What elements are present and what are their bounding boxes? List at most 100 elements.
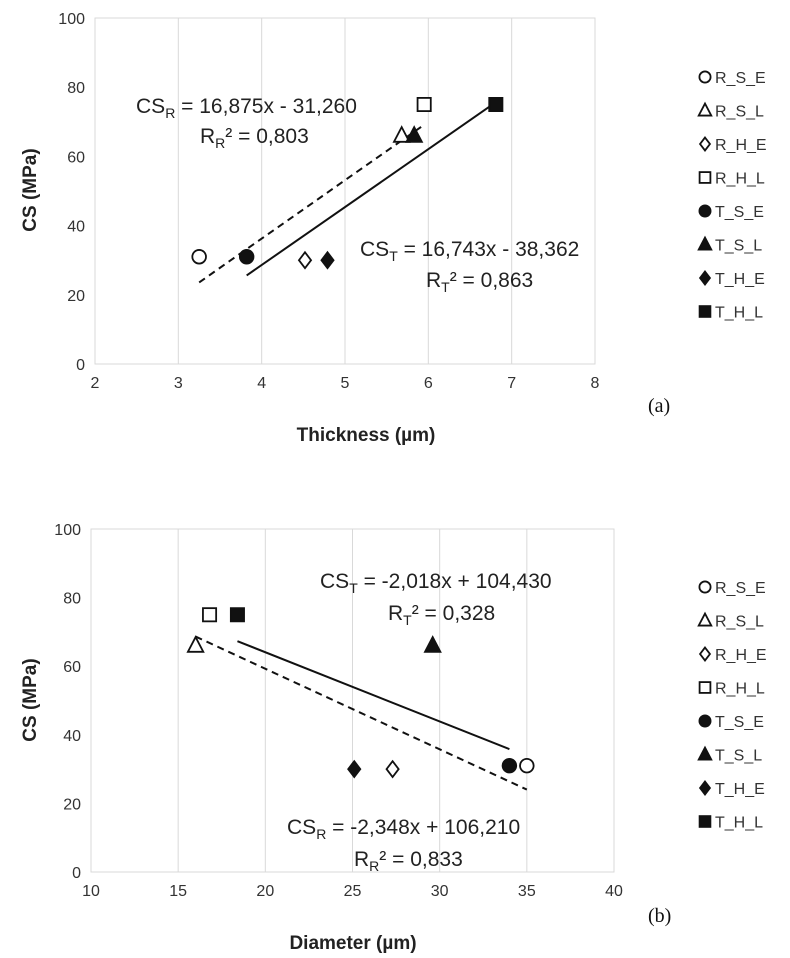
legend-label: R_H_L (715, 681, 765, 698)
data-point-r_s_e (191, 249, 207, 265)
legend-label: R_S_E (715, 70, 766, 87)
eq-rest: = -2,018x + 104,430 (358, 570, 552, 593)
y-tick-label: 100 (54, 522, 81, 539)
eq-rest: = 16,743x - 38,362 (398, 238, 580, 261)
legend-marker-t_h_e (698, 780, 712, 796)
x-tick-label: 25 (344, 883, 362, 900)
legend-label: R_H_L (715, 171, 765, 188)
data-point-t_s_l (404, 125, 424, 143)
eq-main: CS (320, 570, 349, 593)
x-tick-label: 2 (91, 375, 100, 392)
eq-subscript: R (369, 858, 379, 874)
legend: R_S_E R_S_L R_H_E R_H_L T_S_E T_S_L T_H_E T_H_L (697, 580, 767, 832)
y-tick-label: 80 (67, 80, 85, 97)
y-tick-label: 0 (76, 357, 85, 374)
eq-rest: = -2,348x + 106,210 (326, 816, 520, 839)
equation-line-line1: CST = -2,018x + 104,430 (320, 570, 552, 596)
x-tick-label: 8 (591, 375, 600, 392)
eq-subscript: R (316, 826, 326, 842)
eq-subscript: T (441, 279, 450, 295)
y-tick-label: 100 (58, 11, 85, 28)
legend-marker-t_s_l (697, 745, 713, 761)
x-axis-title: Diameter (µm) (289, 933, 416, 954)
equation-line-line2: RT² = 0,328 (388, 602, 495, 628)
legend-marker-t_h_e (698, 270, 712, 286)
equation-line-line1: CSR = 16,875x - 31,260 (136, 95, 357, 121)
x-tick-label: 5 (341, 375, 350, 392)
eq-main: R (200, 125, 215, 148)
equation-line-line2: RR² = 0,803 (200, 125, 309, 151)
eq-rest: ² = 0,863 (450, 269, 533, 292)
legend-label: T_H_L (715, 815, 763, 832)
x-tick-label: 10 (82, 883, 100, 900)
legend-label: T_S_L (715, 238, 762, 255)
legend-label: T_S_L (715, 748, 762, 765)
legend-marker-t_h_l (698, 815, 712, 828)
legend-label: T_H_L (715, 305, 763, 322)
eq-subscript: R (165, 105, 175, 121)
y-tick-label: 40 (63, 728, 81, 745)
data-point-r_h_e (297, 250, 313, 270)
x-tick-label: 7 (507, 375, 516, 392)
x-tick-label: 35 (518, 883, 536, 900)
chart-panel-b: 10 15 20 25 30 35 40 0 20 40 60 80 100 Diameter (µm) C… (20, 522, 767, 954)
eq-rest: ² = 0,803 (225, 125, 308, 148)
data-point-t_h_l (488, 97, 504, 113)
legend-marker-r_h_e (698, 646, 712, 662)
eq-subscript: T (403, 612, 412, 628)
y-axis-title: CS (MPa) (20, 658, 41, 741)
data-point-r_s_e (519, 757, 535, 774)
eq-rest: ² = 0,328 (412, 602, 495, 625)
data-point-r_h_l (416, 97, 432, 113)
regression-equation-T: CST = 16,743x - 38,362 RT² = 0,863 (360, 238, 579, 295)
legend-marker-r_h_l (698, 171, 712, 184)
trendline-R (195, 635, 528, 791)
legend-label: R_S_E (715, 580, 766, 597)
data-point-t_h_l (229, 607, 245, 623)
eq-rest: ² = 0,833 (379, 848, 462, 871)
data-point-t_s_e (238, 249, 255, 265)
legend-marker-r_h_e (698, 136, 712, 152)
legend-label: T_S_E (715, 714, 764, 731)
legend-marker-r_s_l (697, 611, 713, 627)
y-tick-label: 80 (63, 591, 81, 608)
eq-subscript: R (215, 135, 225, 151)
data-point-t_h_e (320, 250, 335, 270)
equation-line-line1: CST = 16,743x - 38,362 (360, 238, 579, 264)
data-point-t_s_l (423, 635, 442, 653)
data-point-r_h_e (385, 759, 400, 779)
equation-line-line2: RR² = 0,833 (354, 848, 463, 874)
legend-label: R_H_E (715, 647, 767, 664)
trendline-T (237, 640, 510, 751)
legend: R_S_E R_S_L R_H_E R_H_L T_S_E T_S_L T_H_E T_H_L (697, 70, 767, 322)
x-tick-label: 30 (431, 883, 449, 900)
data-point-t_s_e (501, 757, 518, 774)
legend-label: T_H_E (715, 271, 765, 288)
legend-marker-t_s_l (697, 235, 713, 251)
legend-label: T_S_E (715, 204, 764, 221)
x-axis-title: Thickness (µm) (297, 425, 436, 446)
eq-main: R (426, 269, 441, 292)
legend-marker-t_h_l (698, 305, 712, 318)
legend-marker-t_s_e (698, 714, 712, 728)
x-tick-label: 4 (257, 375, 266, 392)
legend-marker-r_s_l (697, 101, 713, 117)
data-point-t_h_e (347, 759, 362, 779)
y-tick-label: 20 (63, 796, 81, 813)
trendline-T (246, 101, 497, 277)
data-point-r_s_l (392, 125, 411, 143)
x-tick-label: 40 (605, 883, 623, 900)
legend-label: R_S_L (715, 614, 764, 631)
trendline-R (198, 123, 425, 284)
y-tick-label: 40 (67, 219, 85, 236)
y-axis-title: CS (MPa) (20, 148, 41, 231)
legend-label: T_H_E (715, 781, 765, 798)
eq-main: R (354, 848, 369, 871)
eq-subscript: T (349, 580, 358, 596)
panel-label: (b) (648, 905, 671, 927)
x-tick-label: 20 (256, 883, 274, 900)
legend-marker-t_s_e (698, 204, 712, 218)
